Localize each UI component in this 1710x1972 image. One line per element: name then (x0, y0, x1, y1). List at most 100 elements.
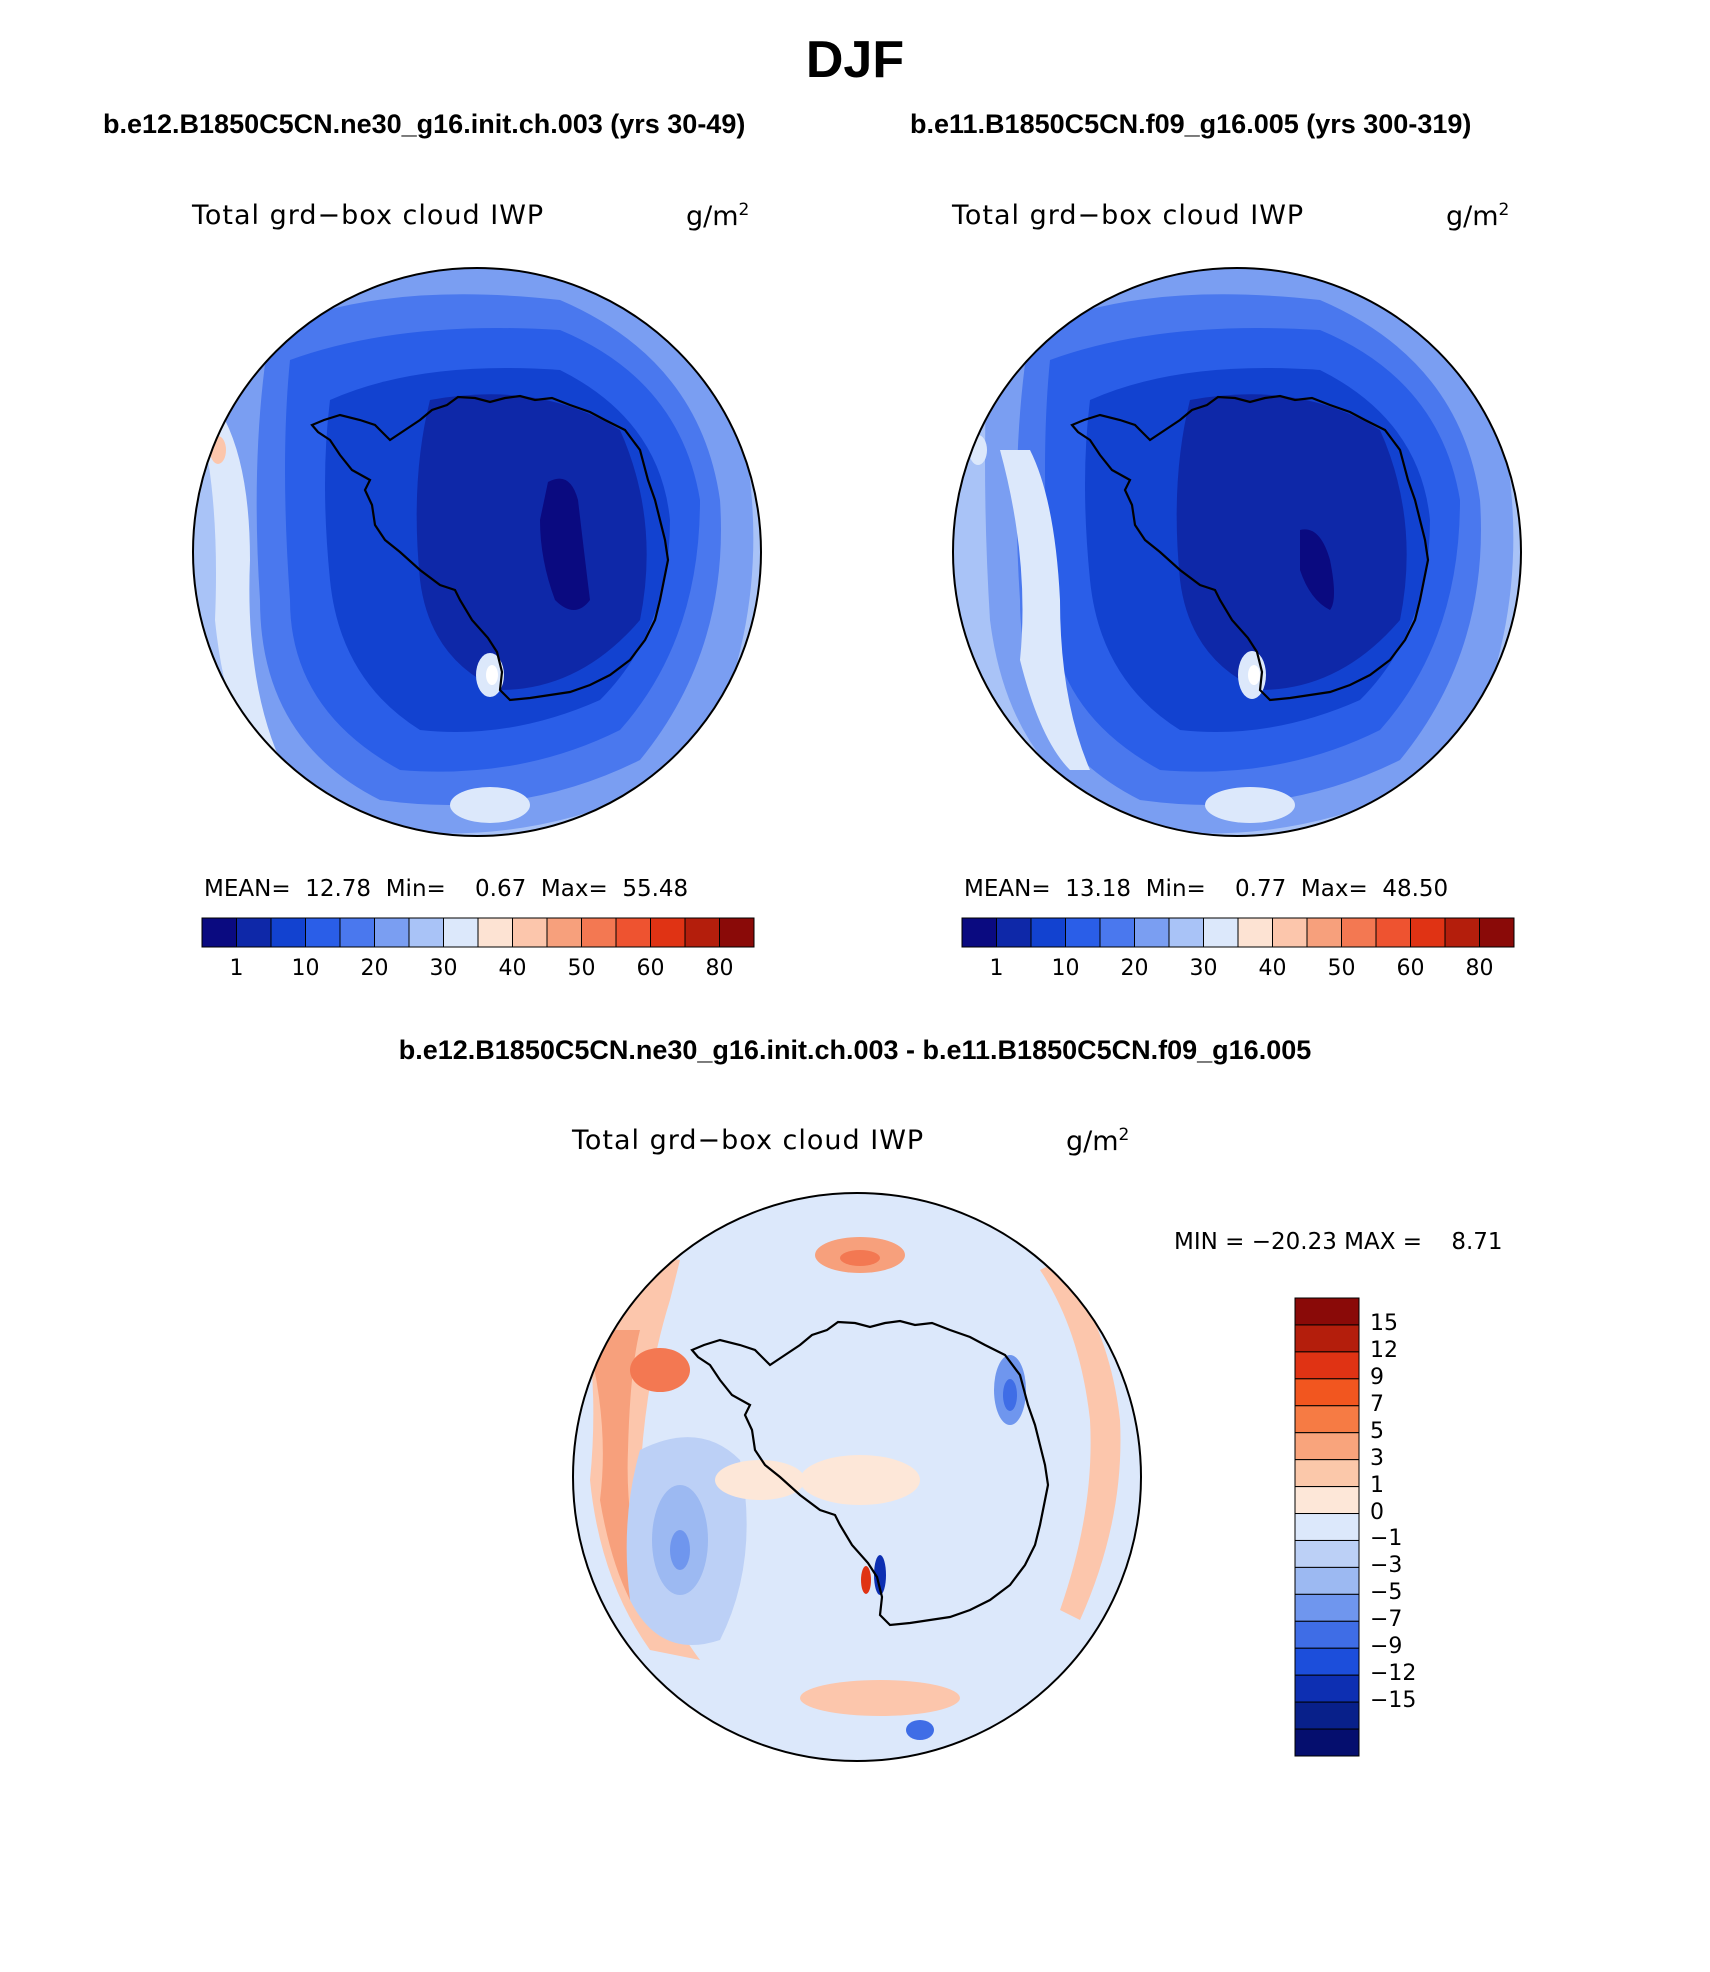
colorbar-tick-label: 20 (1120, 956, 1149, 981)
colorbar-level-label: −15 (1370, 1688, 1417, 1714)
colorbar-level-label: 12 (1370, 1337, 1398, 1363)
colorbar-swatch (1341, 917, 1377, 948)
colorbar-swatch (719, 917, 755, 948)
colorbar-swatch (1444, 917, 1480, 948)
colorbar-level-label: 9 (1370, 1364, 1384, 1390)
colorbar-swatch (1294, 1297, 1360, 1326)
panel2-antarctica-coastline (1070, 394, 1430, 702)
colorbar-swatch (374, 917, 410, 948)
colorbar-tick-label: 50 (567, 956, 596, 981)
panel1-colorbar (201, 917, 755, 948)
colorbar-swatch (270, 917, 306, 948)
colorbar-level-label: 1 (1370, 1472, 1384, 1498)
colorbar-level-label: −9 (1370, 1634, 1403, 1660)
colorbar-swatch (1294, 1432, 1360, 1461)
colorbar-swatch (1065, 917, 1101, 948)
colorbar-level-label: −1 (1370, 1526, 1403, 1552)
colorbar-swatch (1306, 917, 1342, 948)
colorbar-tick-label: 60 (1396, 956, 1425, 981)
colorbar-swatch (1294, 1351, 1360, 1380)
panel2-stats: MEAN= 13.18 Min= 0.77 Max= 48.50 (964, 876, 1449, 902)
colorbar-level-label: −3 (1370, 1553, 1403, 1579)
diff-colorbar (1294, 1297, 1360, 1757)
colorbar-swatch (1168, 917, 1204, 948)
diff-min-max: MIN = −20.23 MAX = 8.71 (1174, 1229, 1503, 1255)
colorbar-level-label: 0 (1370, 1499, 1384, 1525)
colorbar-swatch (477, 917, 513, 948)
colorbar-swatch (1237, 917, 1273, 948)
colorbar-swatch (1479, 917, 1515, 948)
colorbar-tick-label: 10 (1051, 956, 1080, 981)
colorbar-swatch (1294, 1459, 1360, 1488)
colorbar-swatch (305, 917, 341, 948)
colorbar-level-label: −5 (1370, 1580, 1403, 1606)
colorbar-level-label: −7 (1370, 1607, 1403, 1633)
panel1-variable-title: Total grd−box cloud IWP (192, 200, 545, 231)
colorbar-swatch (1375, 917, 1411, 948)
colorbar-swatch (546, 917, 582, 948)
panel2-colorbar-ticks: 1 10 20 30 40 50 60 80 (0, 956, 1710, 986)
colorbar-swatch (1294, 1405, 1360, 1434)
colorbar-swatch (1099, 917, 1135, 948)
colorbar-swatch (1030, 917, 1066, 948)
colorbar-level-label: 3 (1370, 1445, 1384, 1471)
colorbar-swatch (1294, 1539, 1360, 1568)
colorbar-tick-label: 80 (705, 956, 734, 981)
colorbar-swatch (1294, 1620, 1360, 1649)
diff-contour-field (573, 1193, 1141, 1761)
colorbar-swatch (1294, 1566, 1360, 1595)
page-title: DJF (805, 31, 905, 89)
panel1-antarctica-coastline (310, 394, 670, 702)
colorbar-swatch (1294, 1593, 1360, 1622)
diff-colorbar-labels: 15 12 9 7 5 3 1 0 −1 −3 −5 −7 −9 −12 −15 (1370, 1298, 1450, 1758)
colorbar-swatch (615, 917, 651, 948)
colorbar-tick-label: 10 (291, 956, 320, 981)
colorbar-swatch (1294, 1701, 1360, 1730)
panel2-colorbar (961, 917, 1515, 948)
colorbar-tick-label: 40 (498, 956, 527, 981)
colorbar-tick-label: 50 (1327, 956, 1356, 981)
colorbar-swatch (1410, 917, 1446, 948)
colorbar-tick-label: 80 (1465, 956, 1494, 981)
diff-units: g/m2 (1066, 1125, 1130, 1157)
colorbar-swatch (1294, 1674, 1360, 1703)
colorbar-level-label: 5 (1370, 1418, 1384, 1444)
colorbar-tick-label: 1 (229, 956, 244, 981)
colorbar-swatch (1294, 1324, 1360, 1353)
colorbar-swatch (339, 917, 375, 948)
panel1-contour-field (193, 268, 761, 836)
colorbar-swatch (512, 917, 548, 948)
diff-map-border (572, 1192, 1142, 1762)
colorbar-swatch (961, 917, 997, 948)
colorbar-swatch (1294, 1378, 1360, 1407)
colorbar-swatch (650, 917, 686, 948)
colorbar-tick-label: 30 (1189, 956, 1218, 981)
colorbar-swatch (236, 917, 272, 948)
colorbar-swatch (1294, 1647, 1360, 1676)
colorbar-level-label: 15 (1370, 1310, 1398, 1336)
colorbar-swatch (443, 917, 479, 948)
colorbar-swatch (1134, 917, 1170, 948)
panel1-map-border (192, 267, 762, 837)
diff-variable-title: Total grd−box cloud IWP (572, 1125, 925, 1156)
panel1-colorbar-ticks: 1 10 20 30 40 50 60 80 (0, 956, 1710, 986)
panel2-contour-field (953, 268, 1521, 836)
colorbar-swatch (684, 917, 720, 948)
colorbar-swatch (201, 917, 237, 948)
colorbar-swatch (1272, 917, 1308, 948)
colorbar-level-label: −12 (1370, 1661, 1417, 1687)
colorbar-level-label: 7 (1370, 1391, 1384, 1417)
colorbar-tick-label: 60 (636, 956, 665, 981)
diff-case-title: b.e12.B1850C5CN.ne30_g16.init.ch.003 - b… (398, 1035, 1312, 1065)
colorbar-swatch (1294, 1728, 1360, 1757)
colorbar-swatch (581, 917, 617, 948)
panel1-stats: MEAN= 12.78 Min= 0.67 Max= 55.48 (204, 876, 689, 902)
panel2-map-border (952, 267, 1522, 837)
colorbar-swatch (1294, 1513, 1360, 1541)
colorbar-swatch (1203, 917, 1239, 948)
colorbar-tick-label: 20 (360, 956, 389, 981)
colorbar-tick-label: 40 (1258, 956, 1287, 981)
colorbar-swatch (1294, 1486, 1360, 1515)
colorbar-swatch (408, 917, 444, 948)
colorbar-tick-label: 30 (429, 956, 458, 981)
